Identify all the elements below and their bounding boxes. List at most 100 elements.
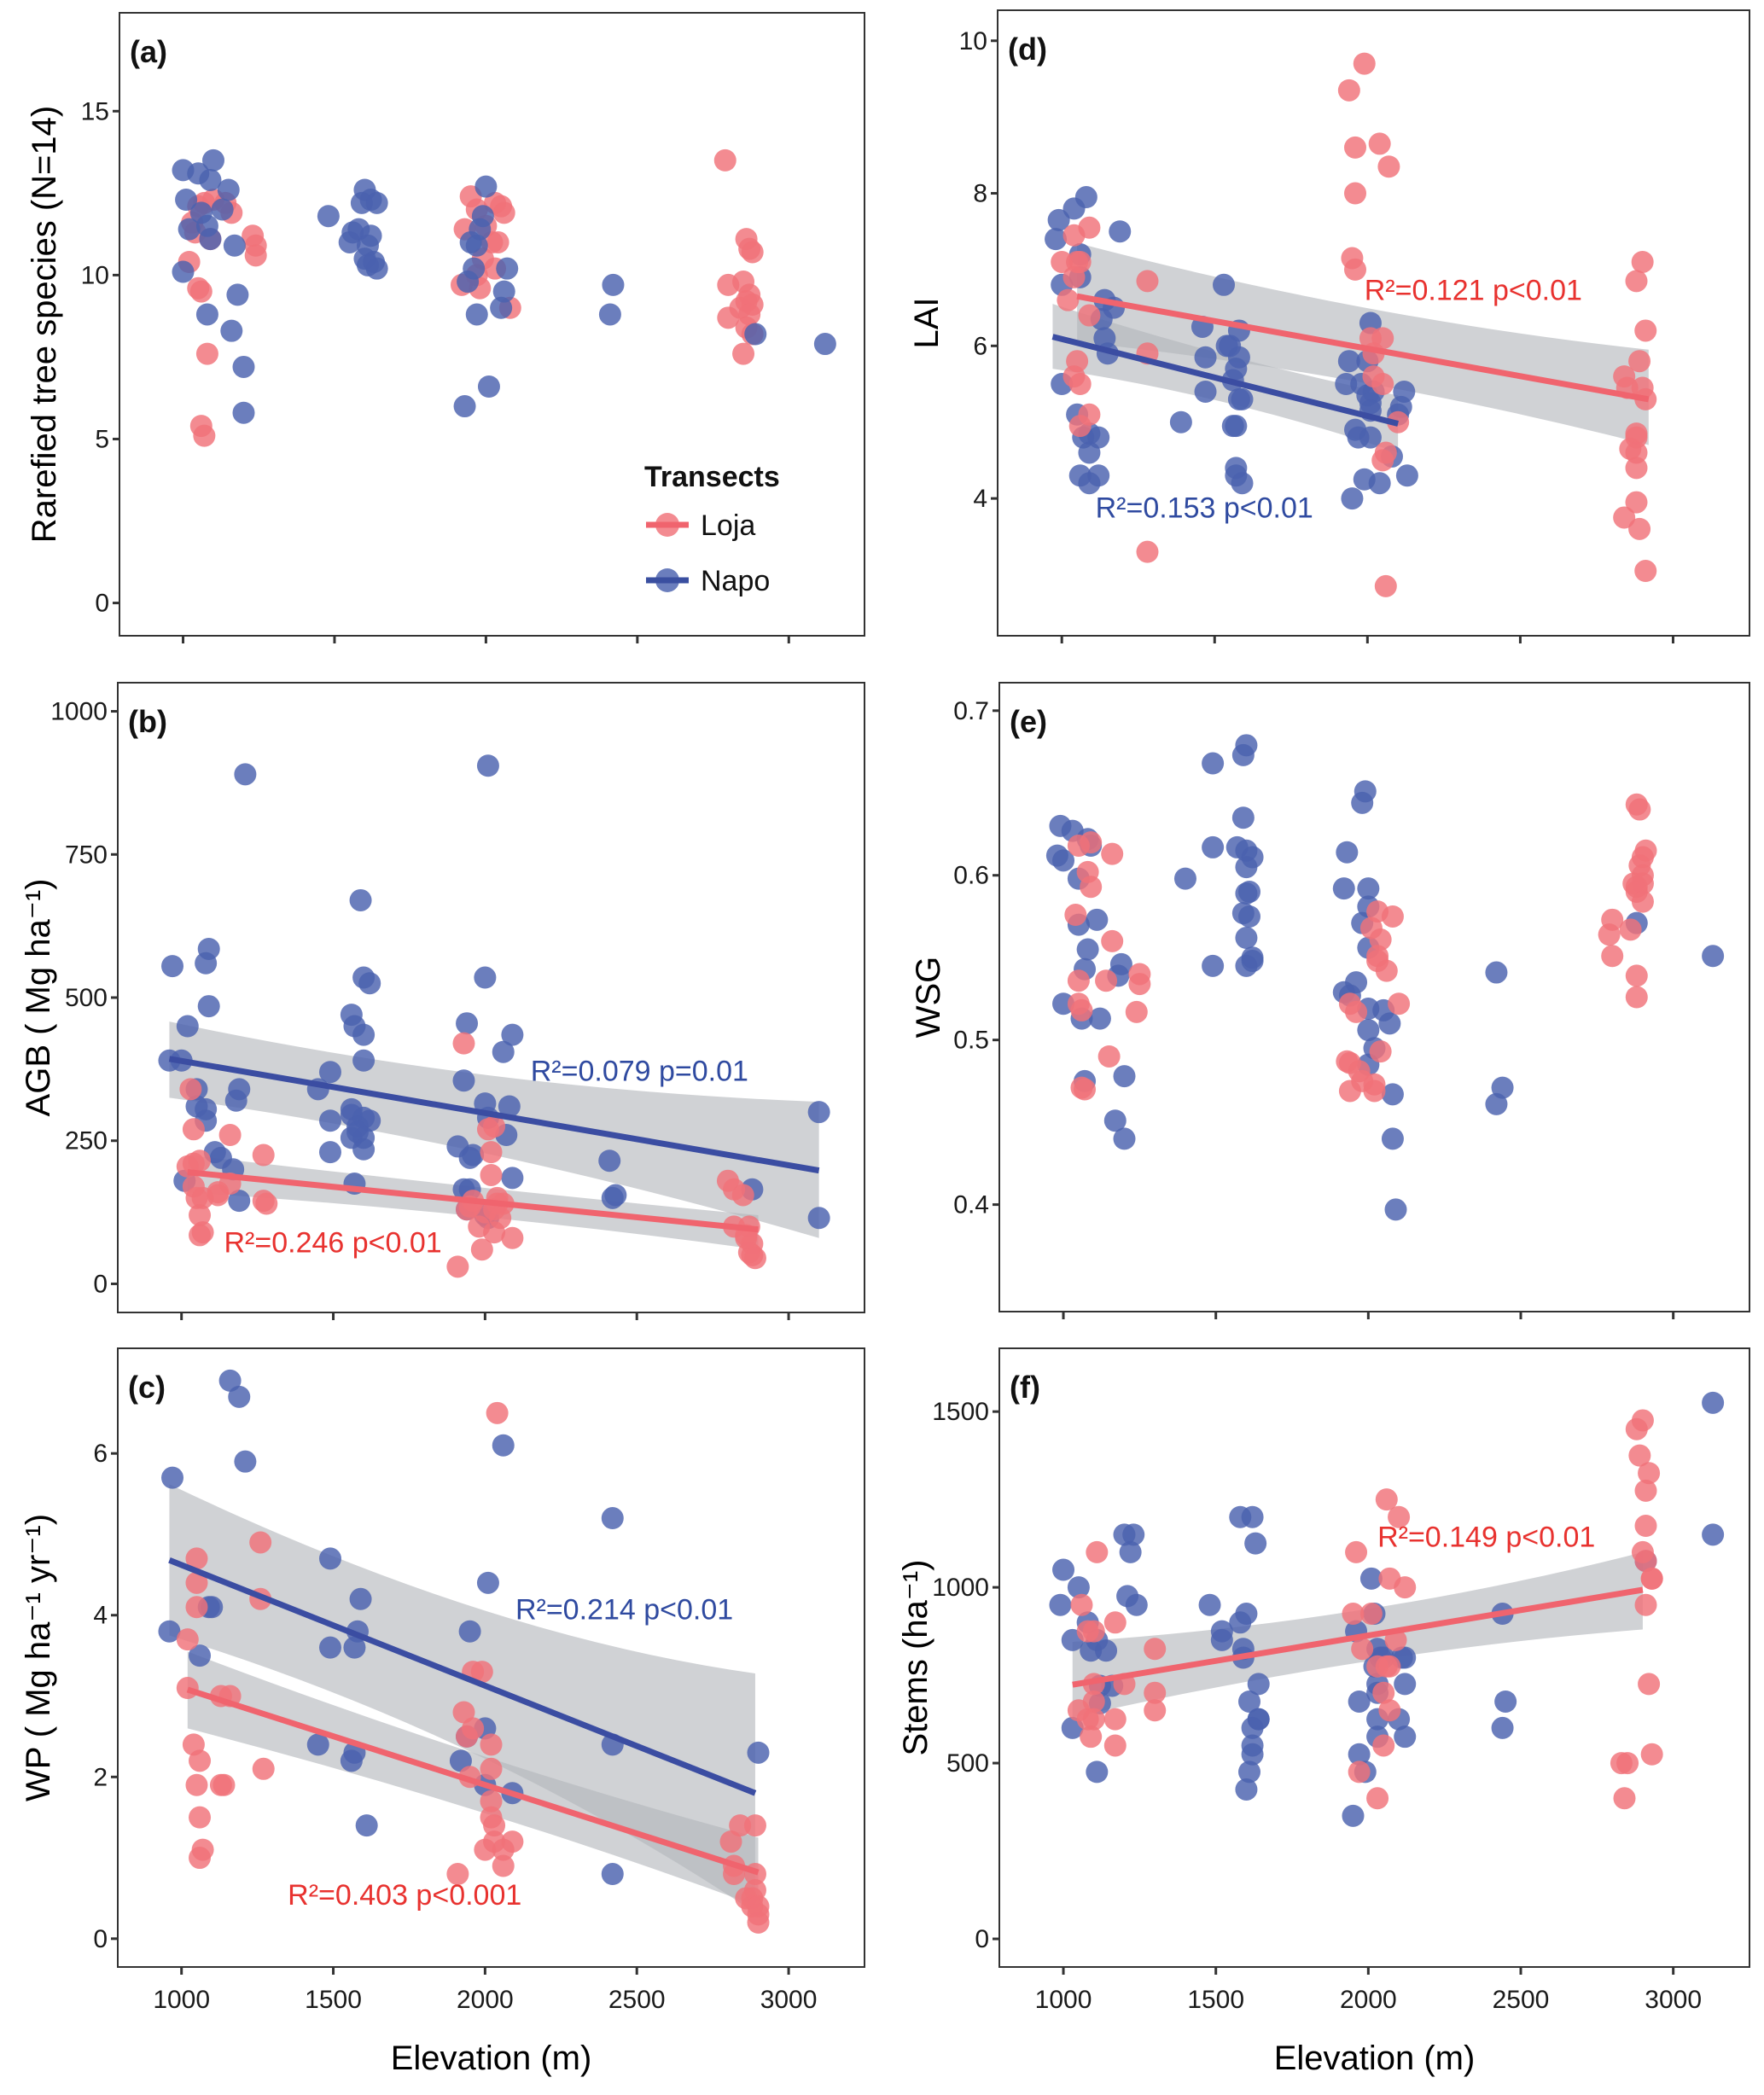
x-tick-label: 2000	[1340, 1986, 1397, 2014]
y-tick-label: 15	[81, 97, 109, 125]
data-point-loja	[185, 1547, 208, 1570]
data-point-loja	[189, 1203, 212, 1226]
data-point-napo	[1247, 1673, 1270, 1696]
data-point-loja	[1638, 1462, 1661, 1485]
data-point-napo	[1125, 1593, 1148, 1616]
data-point-napo	[352, 1049, 376, 1072]
data-point-napo	[1076, 938, 1099, 961]
data-point-napo	[1368, 472, 1391, 495]
data-point-loja	[1101, 929, 1124, 952]
data-point-napo	[199, 228, 222, 251]
data-point-loja	[1359, 1603, 1383, 1626]
series-loja	[1067, 1409, 1663, 1810]
data-point-loja	[492, 1854, 515, 1877]
y-tick-label: 1500	[932, 1398, 989, 1426]
data-point-loja	[446, 1863, 469, 1886]
data-point-loja	[1338, 1080, 1361, 1103]
data-point-loja	[1372, 1681, 1395, 1704]
data-point-napo	[1173, 867, 1196, 890]
data-point-napo	[1341, 487, 1364, 510]
data-point-napo	[1202, 954, 1225, 977]
data-point-napo	[1381, 1083, 1404, 1106]
data-point-napo	[492, 280, 515, 303]
y-axis-title: WP ( Mg ha⁻¹ yr⁻¹)	[20, 1514, 57, 1801]
data-point-napo	[456, 1012, 479, 1035]
y-tick-label: 0.5	[953, 1027, 989, 1055]
data-point-loja	[1070, 1593, 1093, 1616]
data-point-loja	[1394, 1576, 1417, 1599]
data-point-loja	[719, 1830, 742, 1853]
x-axis-title: Elevation (m)	[1274, 2040, 1476, 2077]
y-tick-label: 1000	[932, 1574, 989, 1602]
data-point-napo	[449, 1749, 472, 1772]
y-tick-label: 1000	[50, 698, 108, 726]
y-tick-label: 5	[95, 425, 109, 453]
data-point-napo	[1351, 791, 1374, 814]
regression-line-napo	[168, 1056, 820, 1174]
data-point-napo	[1086, 908, 1109, 931]
regression-line-napo	[1051, 334, 1400, 427]
panel-frame	[117, 1347, 865, 1968]
y-tick-label: 0	[93, 1270, 108, 1298]
data-point-loja	[1344, 136, 1367, 159]
panel-label: (b)	[128, 704, 167, 739]
series-loja	[176, 1032, 766, 1278]
panel-frame	[998, 682, 1750, 1312]
y-tick-label: 6	[973, 332, 987, 360]
data-point-napo	[1169, 410, 1192, 434]
data-point-loja	[743, 1247, 766, 1270]
data-point-napo	[1109, 220, 1132, 243]
data-point-loja	[1068, 415, 1092, 438]
y-tick-label: 0	[93, 1925, 108, 1953]
data-point-loja	[176, 1628, 199, 1651]
data-point-napo	[352, 1023, 376, 1046]
y-tick-label: 4	[973, 485, 987, 513]
data-point-loja	[1080, 1725, 1103, 1749]
y-axis-title: LAI	[908, 297, 946, 348]
data-point-loja	[1634, 1550, 1657, 1573]
data-point-loja	[1625, 986, 1648, 1009]
data-point-napo	[1381, 1127, 1404, 1150]
data-point-loja	[1144, 1681, 1167, 1704]
plot-area	[158, 754, 830, 1278]
y-tick-label: 8	[973, 180, 987, 208]
data-point-napo	[1202, 752, 1225, 775]
data-point-napo	[1202, 835, 1225, 858]
data-point-loja	[252, 1757, 275, 1780]
data-point-loja	[480, 1141, 503, 1164]
data-point-loja	[717, 306, 740, 329]
data-point-loja	[1371, 449, 1394, 472]
series-loja	[1051, 52, 1657, 597]
data-point-napo	[318, 1061, 341, 1084]
data-point-loja	[1628, 517, 1651, 540]
data-point-napo	[1394, 1673, 1417, 1696]
data-point-napo	[318, 1109, 341, 1132]
data-point-napo	[220, 319, 243, 342]
data-point-loja	[1057, 288, 1080, 311]
data-point-napo	[232, 401, 255, 424]
data-point-napo	[1238, 1760, 1260, 1784]
data-point-loja	[1068, 373, 1092, 396]
data-point-loja	[1634, 1515, 1657, 1538]
data-point-napo	[477, 375, 500, 398]
data-point-napo	[1359, 1567, 1383, 1590]
panel-label: (c)	[128, 1370, 166, 1405]
panel-frame	[997, 9, 1750, 637]
legend-label: Loja	[701, 509, 755, 542]
data-point-loja	[1103, 1708, 1127, 1731]
data-point-loja	[1616, 1752, 1639, 1775]
data-point-napo	[1231, 806, 1255, 829]
data-point-napo	[340, 1749, 363, 1772]
stats-annotation-napo: R²=0.153 p<0.01	[1096, 492, 1313, 524]
data-point-napo	[1238, 905, 1260, 928]
data-point-loja	[1613, 506, 1636, 529]
data-point-napo	[197, 995, 220, 1018]
data-point-loja	[729, 1814, 752, 1837]
data-point-loja	[1097, 1045, 1121, 1068]
data-point-loja	[743, 1814, 766, 1837]
data-point-loja	[470, 1661, 493, 1684]
data-point-loja	[483, 1814, 506, 1837]
data-point-napo	[1702, 1391, 1725, 1414]
data-point-napo	[1194, 380, 1217, 403]
data-point-loja	[185, 1571, 208, 1594]
